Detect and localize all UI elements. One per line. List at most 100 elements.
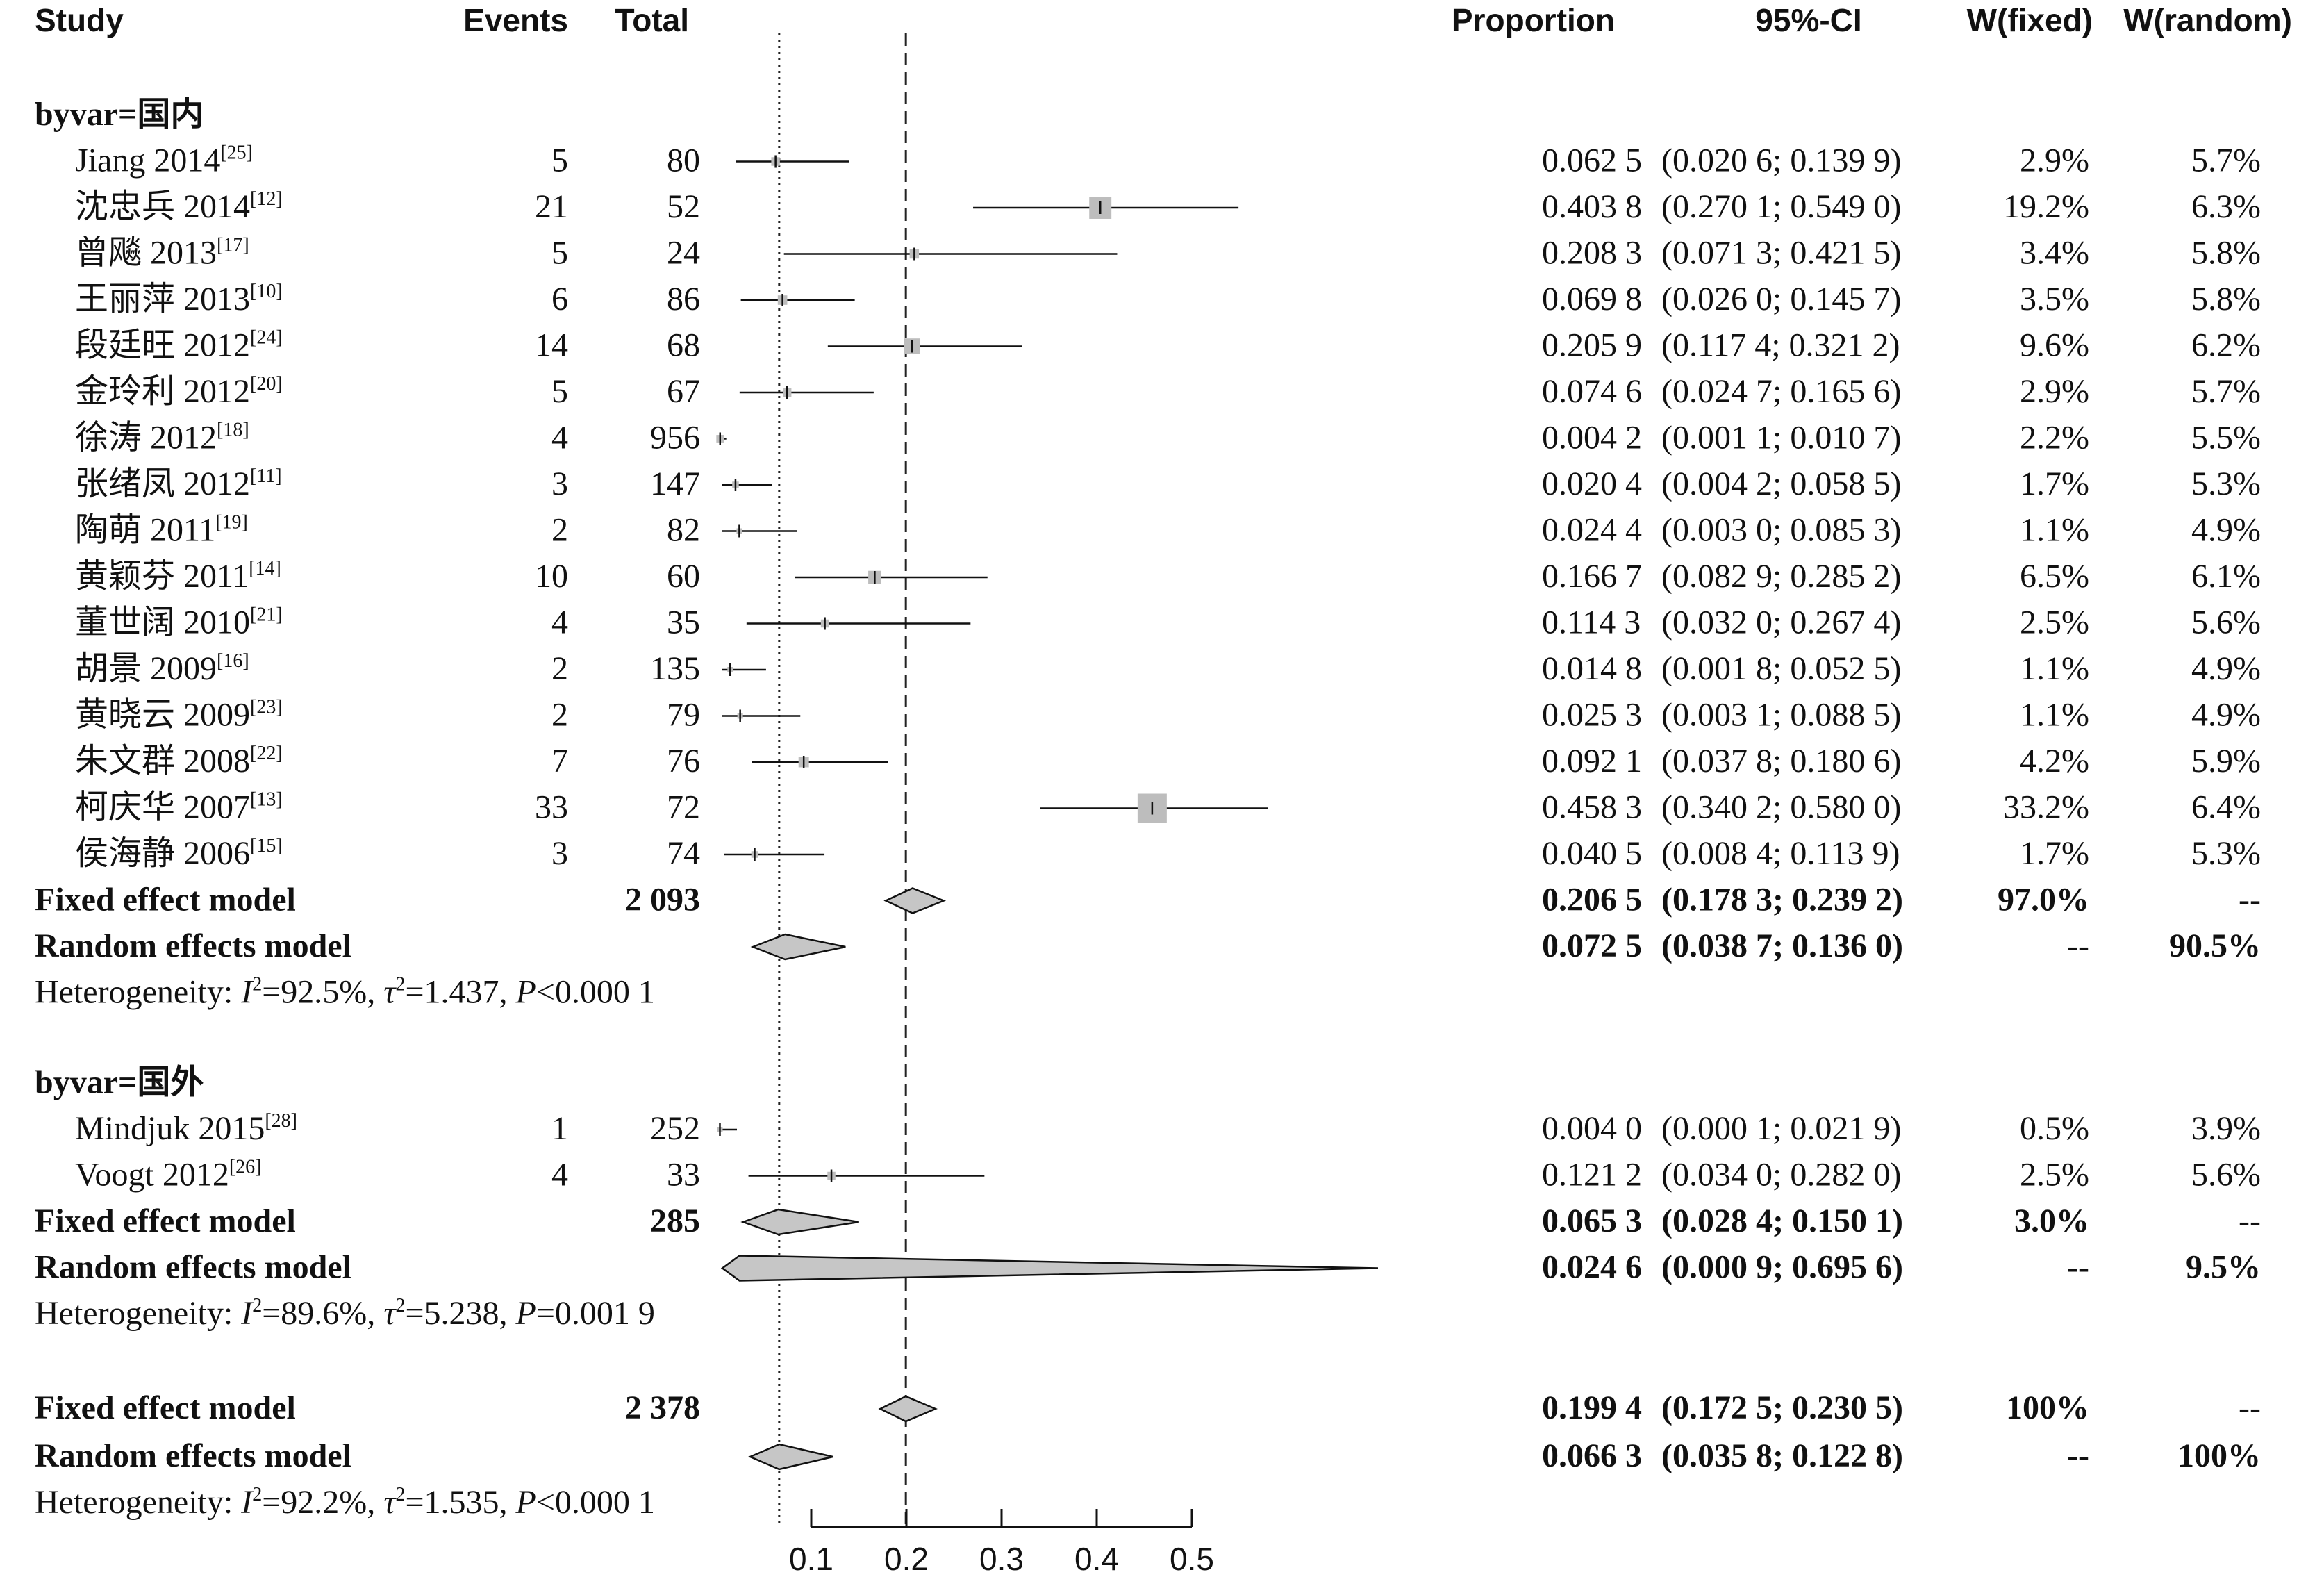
heterogeneity-text: Heterogeneity: I2=89.6%, τ2=5.238, P=0.0… — [35, 1295, 655, 1332]
total-value: 24 — [667, 235, 700, 272]
events-value: 2 — [551, 650, 568, 687]
ci-value: (0.001 8; 0.052 5) — [1661, 650, 1901, 687]
total-value: 35 — [667, 604, 700, 641]
overall-fixed-model-proportion: 0.199 4 — [1542, 1389, 1642, 1426]
study-reference: [18] — [217, 420, 249, 441]
ci-value: (0.024 7; 0.165 6) — [1661, 373, 1901, 410]
total-value: 60 — [667, 558, 700, 595]
fixed-model-total: 285 — [650, 1203, 700, 1239]
proportion-value: 0.166 7 — [1542, 558, 1642, 595]
study-name: 董世阔 2010[21] — [75, 604, 283, 641]
fixed-model-w-random: -- — [2239, 1203, 2261, 1239]
w-random-value: 6.1% — [2191, 558, 2261, 595]
total-value: 74 — [667, 835, 700, 872]
reference-lines — [778, 33, 907, 1528]
header-proportion: Proportion — [1452, 2, 1615, 38]
fixed-model-total: 2 093 — [625, 882, 700, 918]
study-name: 黄颖芬 2011[14] — [75, 558, 281, 595]
w-random-value: 3.9% — [2191, 1110, 2261, 1147]
study-name: 段廷旺 2012[24] — [75, 327, 283, 364]
events-value: 7 — [551, 743, 568, 779]
events-value: 5 — [551, 142, 568, 179]
proportion-value: 0.092 1 — [1542, 743, 1642, 779]
proportion-value: 0.069 8 — [1542, 281, 1642, 317]
total-value: 33 — [667, 1157, 700, 1193]
w-fixed-value: 9.6% — [2020, 327, 2089, 364]
ci-value: (0.004 2; 0.058 5) — [1661, 465, 1901, 502]
events-value: 5 — [551, 235, 568, 272]
w-random-value: 5.6% — [2191, 1157, 2261, 1193]
study-row: 王丽萍 2013[10] 6 86 0.069 8 (0.026 0; 0.145 7)… — [75, 281, 2261, 317]
w-random-value: 5.9% — [2191, 743, 2261, 779]
w-fixed-value: 33.2% — [2003, 789, 2089, 826]
heterogeneity-text: Heterogeneity: I2=92.2%, τ2=1.535, P<0.0… — [35, 1484, 655, 1521]
ci-value: (0.071 3; 0.421 5) — [1661, 235, 1901, 272]
study-reference: [12] — [250, 188, 283, 210]
proportion-value: 0.040 5 — [1542, 835, 1642, 872]
random-model-proportion: 0.072 5 — [1542, 927, 1642, 964]
header-w-random: W(random) — [2123, 2, 2292, 38]
w-fixed-value: 2.2% — [2020, 420, 2089, 456]
study-name: 金玲利 2012[20] — [75, 373, 283, 410]
total-value: 76 — [667, 743, 700, 779]
events-value: 33 — [535, 789, 568, 826]
events-value: 4 — [551, 420, 568, 456]
w-fixed-value: 3.5% — [2020, 281, 2089, 317]
study-row: 侯海静 2006[15] 3 74 0.040 5 (0.008 4; 0.113 9)… — [75, 835, 2261, 872]
w-random-value: 4.9% — [2191, 512, 2261, 549]
w-random-value: 5.8% — [2191, 235, 2261, 272]
total-value: 86 — [667, 281, 700, 317]
study-row: 黄颖芬 2011[14] 10 60 0.166 7 (0.082 9; 0.285 2… — [75, 558, 2261, 595]
random-model-ci: (0.038 7; 0.136 0) — [1661, 927, 1903, 964]
total-value: 252 — [650, 1110, 700, 1147]
header-w-fixed: W(fixed) — [1967, 2, 2093, 38]
fixed-model-diamond — [883, 887, 947, 914]
heterogeneity-text: Heterogeneity: I2=92.5%, τ2=1.437, P<0.0… — [35, 974, 655, 1011]
random-model-row: Random effects model 0.072 5 (0.038 7; 0.1… — [35, 927, 2261, 964]
fixed-model-label: Fixed effect model — [35, 1203, 296, 1239]
study-reference: [22] — [250, 743, 283, 764]
x-tick-label: 0.3 — [979, 1541, 1024, 1577]
w-fixed-value: 3.4% — [2020, 235, 2089, 272]
header-row: Study Events Total Proportion 95%-CI W(f… — [35, 2, 2292, 38]
study-name: 陶萌 2011[19] — [75, 512, 248, 549]
study-reference: [20] — [250, 373, 283, 395]
total-value: 52 — [667, 188, 700, 225]
x-tick-label: 0.5 — [1170, 1541, 1214, 1577]
overall-random-model-w-random: 100% — [2177, 1437, 2261, 1474]
x-tick-label: 0.4 — [1074, 1541, 1119, 1577]
random-model-proportion: 0.024 6 — [1542, 1249, 1642, 1286]
w-random-value: 5.7% — [2191, 142, 2261, 179]
events-value: 3 — [551, 835, 568, 872]
ci-value: (0.001 1; 0.010 7) — [1661, 420, 1901, 456]
random-model-w-fixed: -- — [2067, 927, 2089, 964]
study-row: 柯庆华 2007[13] 33 72 0.458 3 (0.340 2; 0.580 0… — [75, 789, 2261, 826]
study-reference: [25] — [220, 142, 253, 164]
w-fixed-value: 19.2% — [2003, 188, 2089, 225]
study-row: 陶萌 2011[19] 2 82 0.024 4 (0.003 0; 0.085 3) 1… — [75, 512, 2261, 549]
study-name: 黄晓云 2009[23] — [75, 697, 283, 734]
ci-value: (0.117 4; 0.321 2) — [1661, 327, 1900, 364]
events-value: 5 — [551, 373, 568, 410]
study-reference: [23] — [250, 697, 283, 718]
proportion-value: 0.024 4 — [1542, 512, 1642, 549]
subgroup-label: byvar=国内 — [35, 96, 204, 133]
fixed-model-row: Fixed effect model 285 0.065 3 (0.028 4; 0.… — [35, 1203, 2261, 1239]
ci-value: (0.082 9; 0.285 2) — [1661, 558, 1901, 595]
forest-rows: byvar=国内 Jiang 2014[25] 5 80 0.062 5 (0.020 6… — [35, 96, 2261, 1521]
ci-value: (0.008 4; 0.113 9) — [1661, 835, 1900, 872]
study-row: Voogt 2012[26] 4 33 0.121 2 (0.034 0; 0.282 … — [75, 1157, 2261, 1193]
random-model-w-random: 90.5% — [2169, 927, 2261, 964]
study-row: 张绪凤 2012[11] 3 147 0.020 4 (0.004 2; 0.058 5… — [75, 465, 2261, 502]
w-fixed-value: 2.9% — [2020, 142, 2089, 179]
w-fixed-value: 0.5% — [2020, 1110, 2089, 1147]
w-random-value: 5.6% — [2191, 604, 2261, 641]
overall-random-model-diamond — [747, 1443, 833, 1471]
random-model-ci: (0.000 9; 0.695 6) — [1661, 1249, 1903, 1286]
overall-fixed-model-row: Fixed effect model 2 378 0.199 4 (0.172 5; … — [35, 1389, 2261, 1426]
header-total: Total — [615, 2, 689, 38]
proportion-value: 0.062 5 — [1542, 142, 1642, 179]
study-reference: [24] — [250, 327, 283, 349]
ci-value: (0.026 0; 0.145 7) — [1661, 281, 1901, 317]
w-fixed-value: 1.1% — [2020, 650, 2089, 687]
